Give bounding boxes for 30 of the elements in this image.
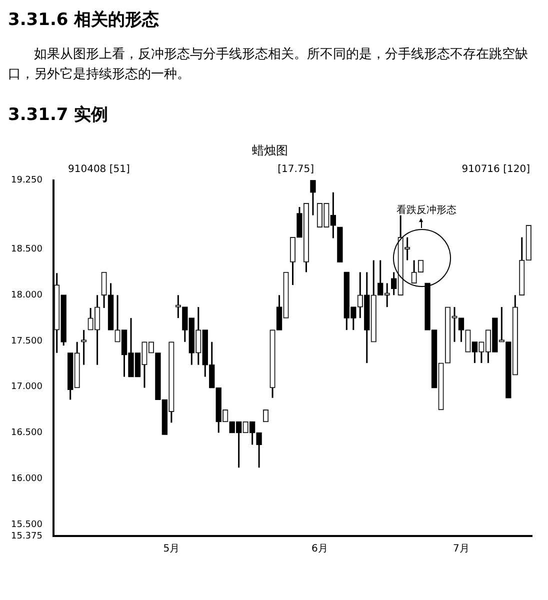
- candlestick: [262, 409, 269, 422]
- candlestick: [310, 180, 316, 216]
- text: 如果从图形上看，反冲形态与分手线形态相关。所不同的是，分手线形态不存在跳空缺口，另外它是持续形态的一种。: [8, 46, 529, 84]
- y-tick-label: 15.375: [10, 531, 42, 542]
- x-tick-label: 5月: [163, 544, 180, 555]
- y-tick-label: 16.000: [10, 474, 43, 484]
- y-tick-label: 17.500: [10, 336, 43, 346]
- text: 910408 [51]: [68, 164, 130, 175]
- text: [17.75]: [278, 164, 314, 175]
- text: 3.31.6 相关的形态: [8, 9, 160, 31]
- y-tick-label: 15.500: [10, 520, 43, 530]
- candlestick: [378, 259, 384, 296]
- y-tick-label: 18.500: [10, 244, 43, 255]
- y-tick-label: 17.000: [10, 382, 43, 392]
- x-tick-label: 7月: [453, 544, 470, 555]
- candlestick: [222, 409, 228, 422]
- y-tick-label: 18.000: [10, 290, 43, 300]
- candlestick: [242, 421, 248, 434]
- x-tick-label: 6月: [312, 544, 328, 555]
- candlestick: [458, 317, 464, 343]
- text: 910716 [120]: [462, 164, 530, 175]
- candlestick: [391, 271, 397, 296]
- chart-title: 蜡烛图: [252, 143, 288, 158]
- y-tick-label: 19.250: [10, 176, 43, 186]
- candlestick: [276, 294, 282, 331]
- annotation: 看跌反冲形态: [396, 204, 457, 218]
- y-tick-label: 16.500: [10, 428, 43, 438]
- candlestick: [472, 341, 478, 364]
- candlestick: [330, 192, 336, 239]
- text: 3.31.7 实例: [8, 104, 110, 126]
